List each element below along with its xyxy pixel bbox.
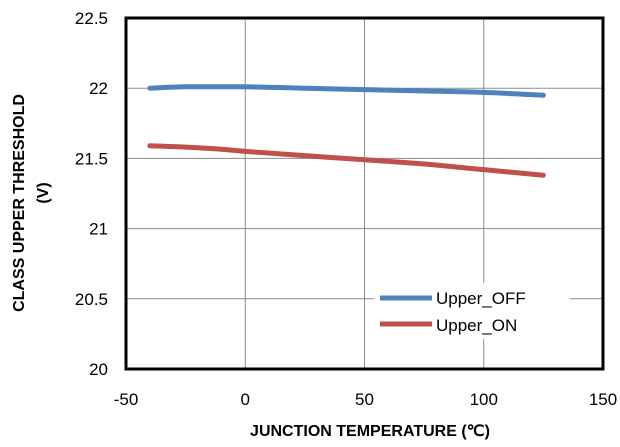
series-line-upper-off xyxy=(147,84,546,98)
legend: Upper_OFF Upper_ON xyxy=(374,283,570,339)
x-tick-label: 0 xyxy=(241,390,250,409)
legend-label-upper-on: Upper_ON xyxy=(436,316,517,335)
y-tick-label: 22 xyxy=(89,79,108,98)
series-line-upper-on xyxy=(147,143,546,178)
tick-labels: -50 0 50 100 150 20 20.5 21 21.5 22 22.5 xyxy=(75,9,617,409)
x-tick-label: 50 xyxy=(355,390,374,409)
y-axis-title-line1: CLASS UPPER THRESHOLD xyxy=(11,94,28,312)
y-tick-label: 22.5 xyxy=(75,9,108,28)
plot-area-border xyxy=(124,16,605,371)
y-tick-label: 20.5 xyxy=(75,290,108,309)
series-lines xyxy=(147,84,546,178)
legend-box xyxy=(374,283,570,339)
y-tick-label: 20 xyxy=(89,360,108,379)
x-tick-label: -50 xyxy=(114,390,139,409)
y-tick-label: 21 xyxy=(89,220,108,239)
x-tick-label: 150 xyxy=(589,390,617,409)
y-tick-label: 21.5 xyxy=(75,149,108,168)
legend-label-upper-off: Upper_OFF xyxy=(436,289,526,308)
x-axis-title: JUNCTION TEMPERATURE (℃) xyxy=(250,423,490,440)
y-axis-title-line2: (V) xyxy=(35,182,52,203)
x-tick-label: 100 xyxy=(470,390,498,409)
